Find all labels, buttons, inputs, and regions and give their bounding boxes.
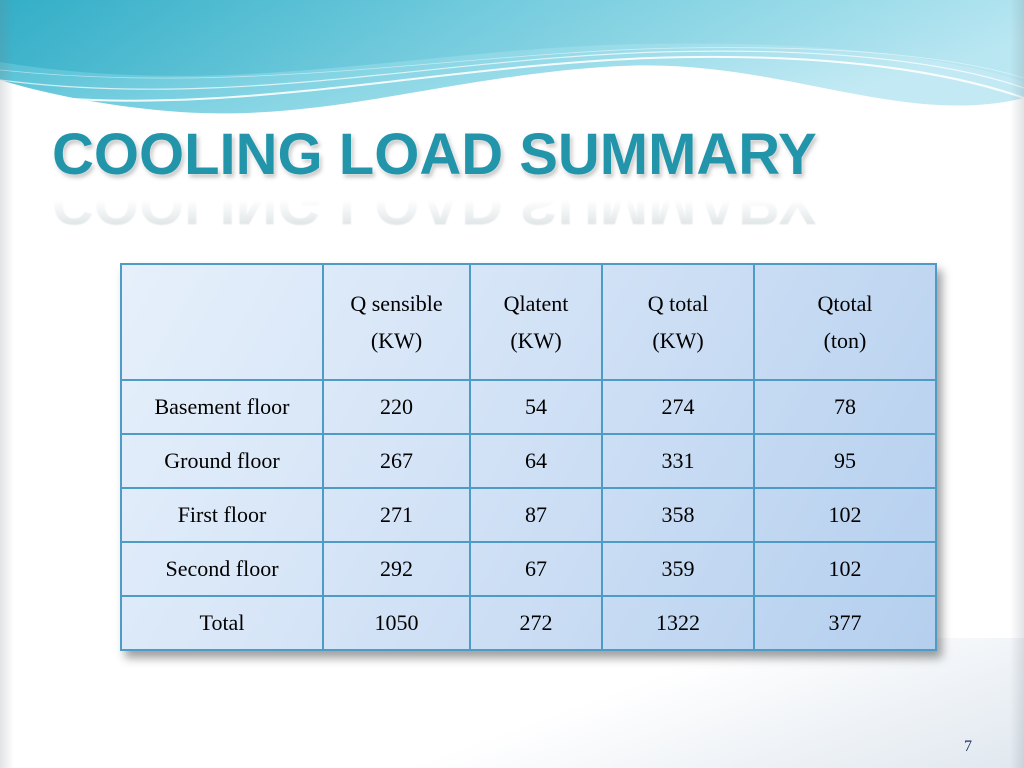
grand-total-cell: 377 [753, 595, 937, 651]
table-row: Basement floor 220 54 274 78 [120, 379, 937, 435]
wave-decoration [0, 0, 1024, 114]
header-text: Qlatent [503, 290, 569, 316]
header-unit: (KW) [652, 328, 704, 353]
row-label: First floor [120, 487, 324, 543]
row-label: Total [120, 595, 324, 651]
table-cell: 1050 [322, 595, 471, 651]
table-cell: 267 [322, 433, 471, 489]
table-cell: 87 [469, 487, 603, 543]
total-row: Total 1050 272 1322 377 [120, 595, 937, 651]
row-label: Basement floor [120, 379, 324, 435]
table-cell: 67 [469, 541, 603, 597]
table-cell: 274 [601, 379, 755, 435]
table-cell: 95 [753, 433, 937, 489]
table-row: Second floor 292 67 359 102 [120, 541, 937, 597]
column-header-q-total-ton: Qtotal (ton) [753, 263, 937, 381]
table-cell: 1322 [601, 595, 755, 651]
bottom-shading [0, 638, 1024, 768]
row-label: Second floor [120, 541, 324, 597]
cooling-load-table: Q sensible (KW) Qlatent (KW) Q total (KW… [120, 263, 937, 651]
column-header-blank [120, 263, 324, 381]
row-label: Ground floor [120, 433, 324, 489]
title-reflection: COOLING LOAD SUMMARY [52, 171, 817, 236]
table-cell: 272 [469, 595, 603, 651]
header-text: Qtotal [817, 290, 873, 316]
title-block: COOLING LOAD SUMMARY COOLING LOAD SUMMAR… [52, 122, 817, 237]
table-cell: 102 [753, 541, 937, 597]
column-header-q-sensible: Q sensible (KW) [322, 263, 471, 381]
column-header-q-latent: Qlatent (KW) [469, 263, 603, 381]
table-cell: 359 [601, 541, 755, 597]
header-unit: (KW) [510, 328, 562, 353]
page-number: 7 [964, 738, 972, 755]
table-cell: 271 [322, 487, 471, 543]
table-cell: 220 [322, 379, 471, 435]
table-row: Ground floor 267 64 331 95 [120, 433, 937, 489]
table-cell: 292 [322, 541, 471, 597]
table-cell: 331 [601, 433, 755, 489]
header-unit: (KW) [370, 328, 423, 353]
table-cell: 54 [469, 379, 603, 435]
header-unit: (ton) [823, 328, 867, 353]
header-text: Q sensible [350, 290, 443, 316]
page-title: COOLING LOAD SUMMARY [52, 122, 817, 187]
table-cell: 358 [601, 487, 755, 543]
table-cell: 78 [753, 379, 937, 435]
table-row: First floor 271 87 358 102 [120, 487, 937, 543]
column-header-q-total-kw: Q total (KW) [601, 263, 755, 381]
header-row: Q sensible (KW) Qlatent (KW) Q total (KW… [120, 263, 937, 381]
table-cell: 64 [469, 433, 603, 489]
header-text: Q total [647, 290, 709, 316]
table-cell: 102 [753, 487, 937, 543]
